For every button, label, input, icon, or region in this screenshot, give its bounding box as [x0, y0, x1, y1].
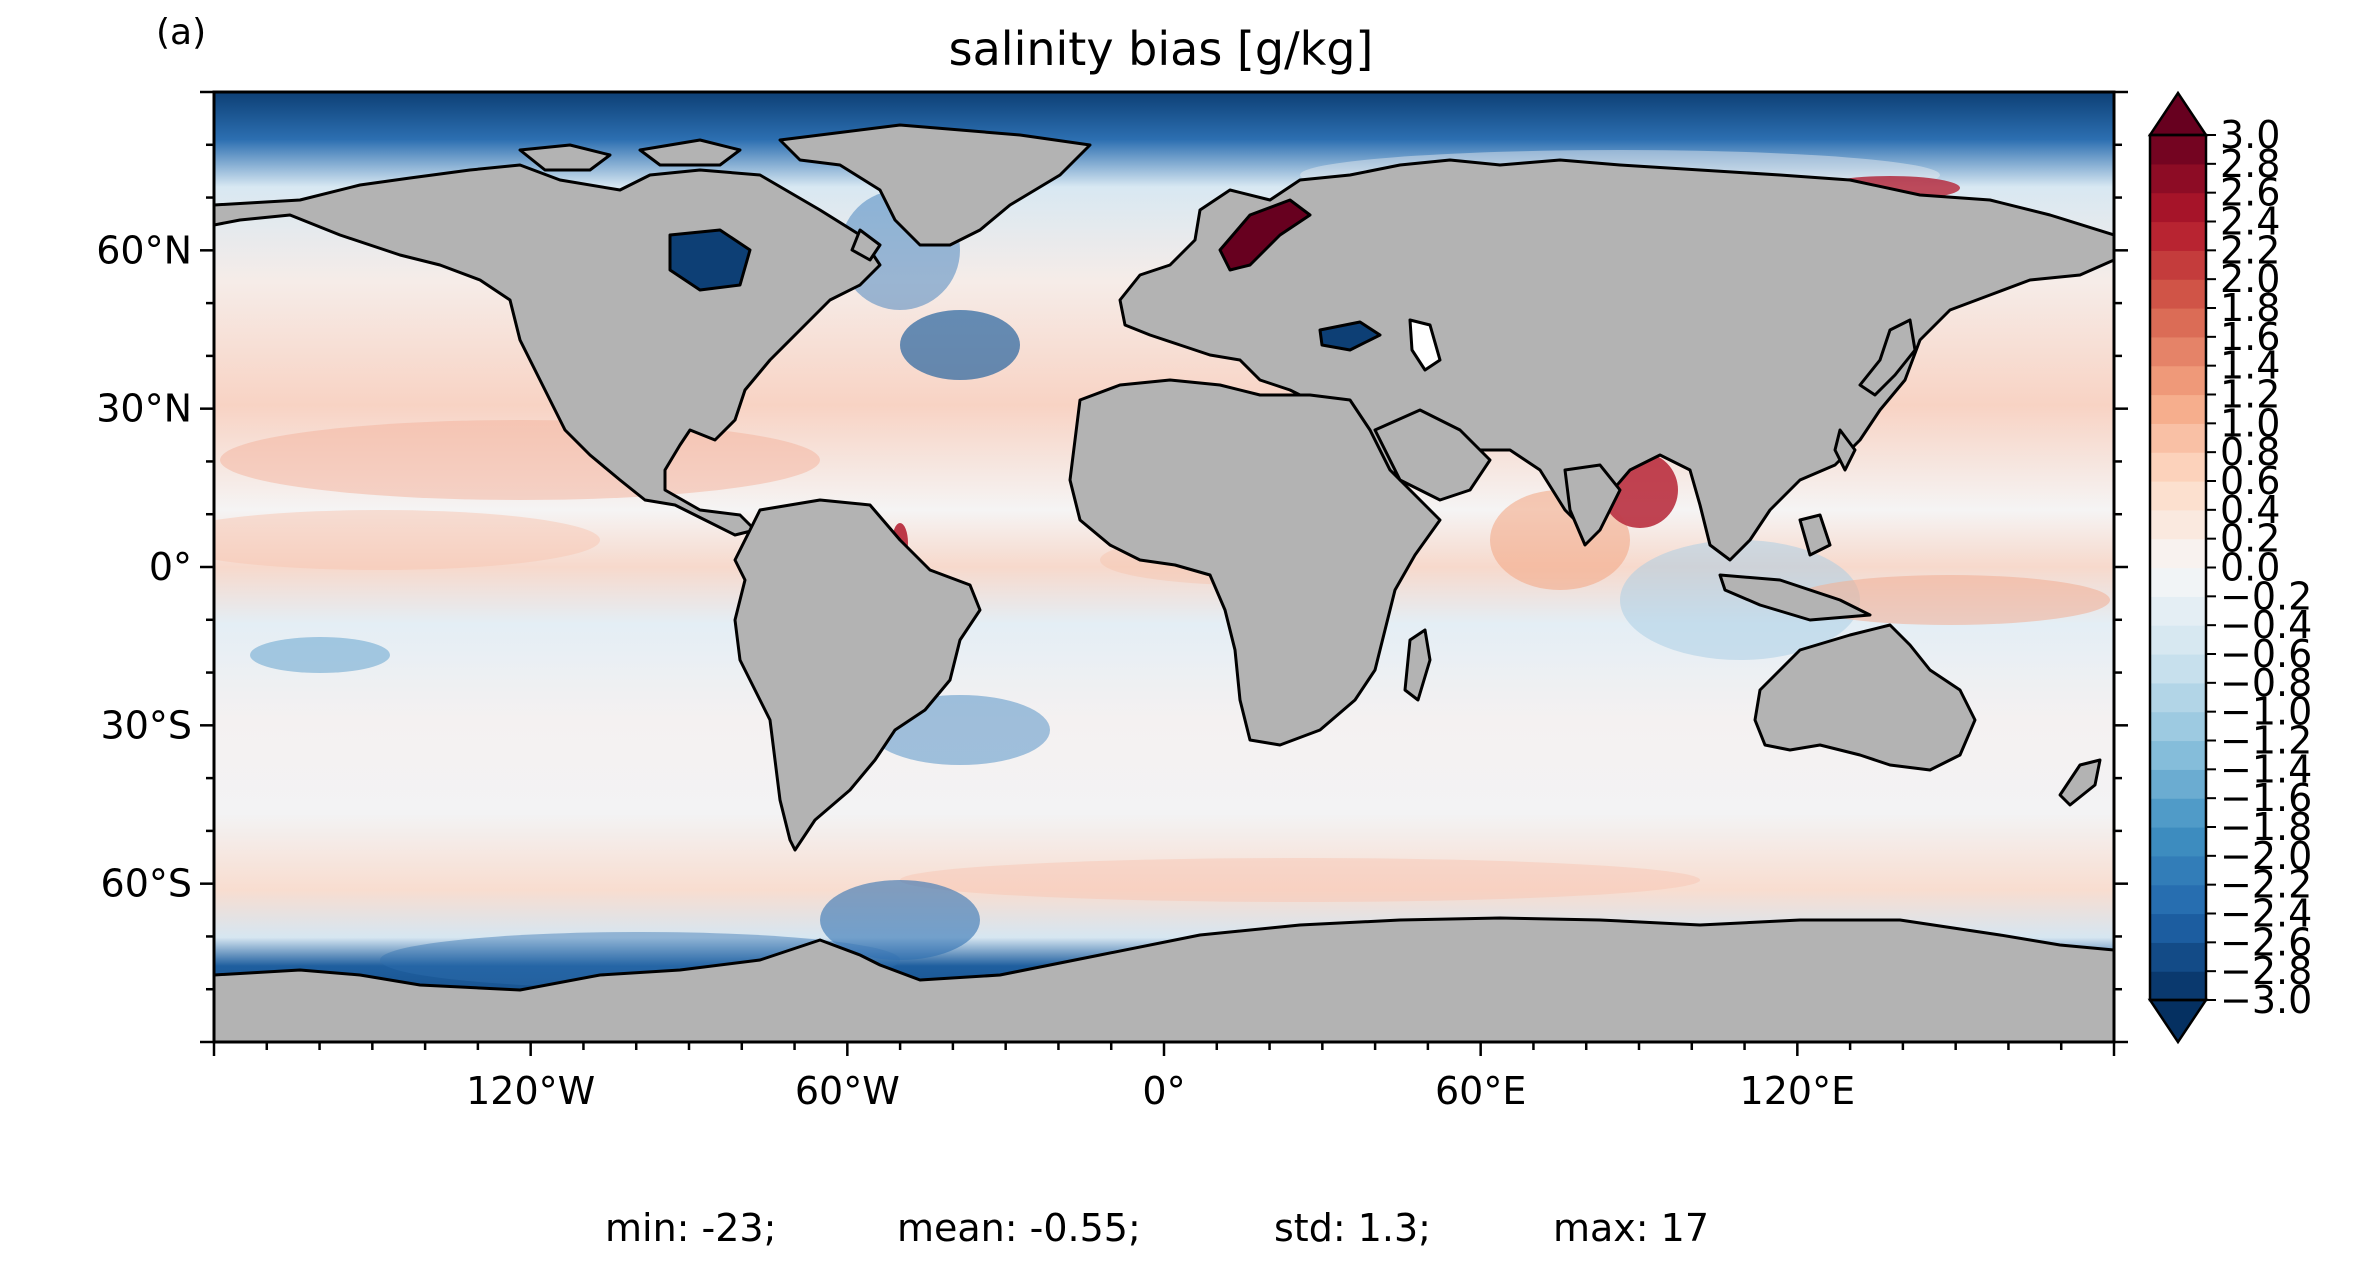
colorbar-band	[2150, 769, 2206, 799]
colorbar-tick-label: −0.4	[2220, 603, 2312, 647]
colorbar-band	[2150, 221, 2206, 251]
land	[214, 123, 2114, 1042]
colorbar-band	[2150, 971, 2206, 1001]
colorbar-tick-label: −0.2	[2220, 574, 2312, 618]
colorbar-tick-label: 0.6	[2220, 459, 2280, 503]
x-tick-label: 120°E	[1740, 1069, 1856, 1113]
land-south-america	[733, 498, 982, 852]
colorbar-band	[2150, 596, 2206, 626]
land-africa	[1068, 378, 1442, 747]
colorbar-tick-label: −2.8	[2220, 949, 2312, 993]
colorbar-band	[2150, 452, 2206, 482]
stat-std: std: 1.3;	[1274, 1206, 1431, 1250]
colorbar-extend-max	[2147, 90, 2209, 137]
colorbar-band	[2150, 250, 2206, 280]
colorbar-band	[2150, 567, 2206, 597]
stat-max: max: 17	[1553, 1206, 1710, 1250]
colorbar-tick-label: 1.4	[2220, 344, 2280, 388]
land-antarctica	[214, 916, 2114, 1042]
stat-mean: mean: -0.55;	[897, 1206, 1141, 1250]
y-tick-label: 30°S	[101, 703, 192, 747]
x-tick-label: 60°E	[1435, 1069, 1526, 1113]
y-tick-label: 60°N	[96, 228, 192, 272]
land-greenland	[778, 123, 1092, 247]
colorbar-tick-label: −2.6	[2220, 920, 2312, 964]
colorbar-band	[2150, 365, 2206, 396]
colorbar-band	[2150, 625, 2206, 655]
colorbar-band	[2150, 279, 2206, 309]
colorbar-tick-label: −0.8	[2220, 661, 2312, 705]
colorbar-band	[2150, 740, 2206, 770]
colorbar-band	[2150, 855, 2206, 886]
colorbar-tick-label: 0.2	[2220, 517, 2280, 561]
colorbar-extend-min	[2147, 998, 2209, 1045]
stat-min: min: -23;	[605, 1206, 777, 1250]
colorbar-band	[2150, 336, 2206, 367]
x-tick-label: 0°	[1142, 1069, 1185, 1113]
colorbar-tick-label: 0.4	[2220, 488, 2280, 532]
colorbar-band	[2150, 711, 2206, 742]
x-tick-label: 60°W	[795, 1069, 900, 1113]
map-panel	[214, 92, 2114, 1042]
colorbar-band	[2150, 509, 2206, 540]
colorbar-tick-label: 2.0	[2220, 257, 2280, 301]
colorbar-tick-label: −1.6	[2220, 776, 2312, 820]
colorbar-band	[2150, 308, 2206, 338]
colorbar-tick-label: −1.2	[2220, 719, 2312, 763]
map-axes: 120°W 60°W 0° 60°E 120°E 60°N 30°N 0° 30°S 60°S	[96, 90, 2128, 1113]
colorbar-tick-label: 0.8	[2220, 430, 2280, 474]
y-tick-label: 60°S	[101, 862, 192, 906]
colorbar-band	[2150, 163, 2206, 194]
colorbar-tick-label: 2.8	[2220, 142, 2280, 186]
panel-label: (a)	[156, 12, 207, 53]
colorbar-tick-label: −3.0	[2220, 978, 2312, 1022]
colorbar-band	[2150, 538, 2206, 569]
colorbar-tick-label: 1.2	[2220, 373, 2280, 417]
colorbar-tick-label: 2.6	[2220, 171, 2280, 215]
colorbar-band	[2150, 942, 2206, 972]
colorbar-tick-label: −2.2	[2220, 863, 2312, 907]
colorbar-tick-label: 2.4	[2220, 200, 2280, 244]
colorbar-tick-label: −1.8	[2220, 805, 2312, 849]
x-tick-label: 120°W	[466, 1069, 595, 1113]
colorbar-tick-label: 1.0	[2220, 401, 2280, 445]
colorbar-tick-label: 1.6	[2220, 315, 2280, 359]
colorbar-tick-label: 2.2	[2220, 228, 2280, 272]
colorbar-band	[2150, 192, 2206, 223]
colorbar-band	[2150, 135, 2206, 165]
colorbar-band	[2150, 481, 2206, 511]
colorbar-band	[2150, 423, 2206, 453]
y-tick-label: 0°	[149, 545, 192, 589]
colorbar-tick-label: −2.4	[2220, 892, 2312, 936]
colorbar-band	[2150, 798, 2206, 828]
chart-title: salinity bias [g/kg]	[948, 22, 1374, 76]
colorbar-band	[2150, 827, 2206, 857]
colorbar-tick-label: 3.0	[2220, 113, 2280, 157]
colorbar-tick-label: 1.8	[2220, 286, 2280, 330]
colorbar-band	[2150, 884, 2206, 915]
y-tick-label: 30°N	[96, 387, 192, 431]
colorbar-band	[2150, 913, 2206, 943]
colorbar-band	[2150, 682, 2206, 713]
colorbar-band	[2150, 394, 2206, 424]
colorbar: 3.02.82.62.42.22.01.81.61.41.21.00.80.60…	[2147, 90, 2312, 1045]
colorbar-tick-label: −1.4	[2220, 747, 2312, 791]
colorbar-tick-label: −0.6	[2220, 632, 2312, 676]
colorbar-band	[2150, 654, 2206, 684]
colorbar-tick-label: −2.0	[2220, 834, 2312, 878]
colorbar-tick-label: 0.0	[2220, 546, 2280, 590]
colorbar-tick-label: −1.0	[2220, 690, 2312, 734]
land-australia	[1753, 623, 1977, 772]
